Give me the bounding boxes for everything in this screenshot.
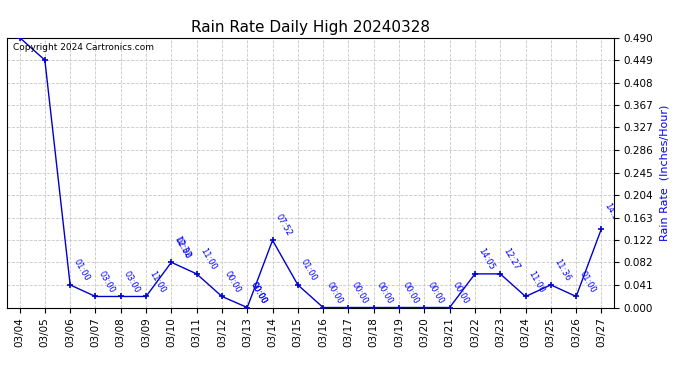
- Text: 00:00: 00:00: [324, 280, 344, 305]
- Text: 01:00: 01:00: [299, 258, 319, 283]
- Text: 03:00: 03:00: [97, 269, 117, 294]
- Text: 00:00: 00:00: [248, 280, 268, 305]
- Text: 11:00: 11:00: [527, 269, 546, 294]
- Text: 11:36: 11:36: [552, 257, 572, 283]
- Text: 14:05: 14:05: [476, 247, 496, 272]
- Text: 11:00: 11:00: [148, 269, 167, 294]
- Text: 00:00: 00:00: [248, 280, 268, 305]
- Text: 14:57: 14:57: [603, 201, 622, 226]
- Text: 03:00: 03:00: [122, 269, 141, 294]
- Text: 07:52: 07:52: [274, 213, 293, 238]
- Text: 02:00: 02:00: [172, 235, 193, 260]
- Text: 00:00: 00:00: [400, 280, 420, 305]
- Title: Rain Rate Daily High 20240328: Rain Rate Daily High 20240328: [191, 20, 430, 35]
- Y-axis label: Rain Rate  (Inches/Hour): Rain Rate (Inches/Hour): [659, 104, 669, 241]
- Text: 00:00: 00:00: [224, 269, 243, 294]
- Text: 12:27: 12:27: [502, 246, 521, 272]
- Text: 00:00: 00:00: [375, 280, 395, 305]
- Text: Copyright 2024 Cartronics.com: Copyright 2024 Cartronics.com: [13, 43, 154, 52]
- Text: 01:00: 01:00: [72, 258, 91, 283]
- Text: 17:34: 17:34: [21, 10, 41, 35]
- Text: 11:00: 11:00: [198, 247, 217, 272]
- Text: 00:00: 00:00: [426, 280, 445, 305]
- Text: 00:00: 00:00: [451, 280, 471, 305]
- Text: 01:00: 01:00: [578, 269, 597, 294]
- Text: 12:32: 12:32: [172, 235, 193, 260]
- Text: 00:00: 00:00: [350, 280, 369, 305]
